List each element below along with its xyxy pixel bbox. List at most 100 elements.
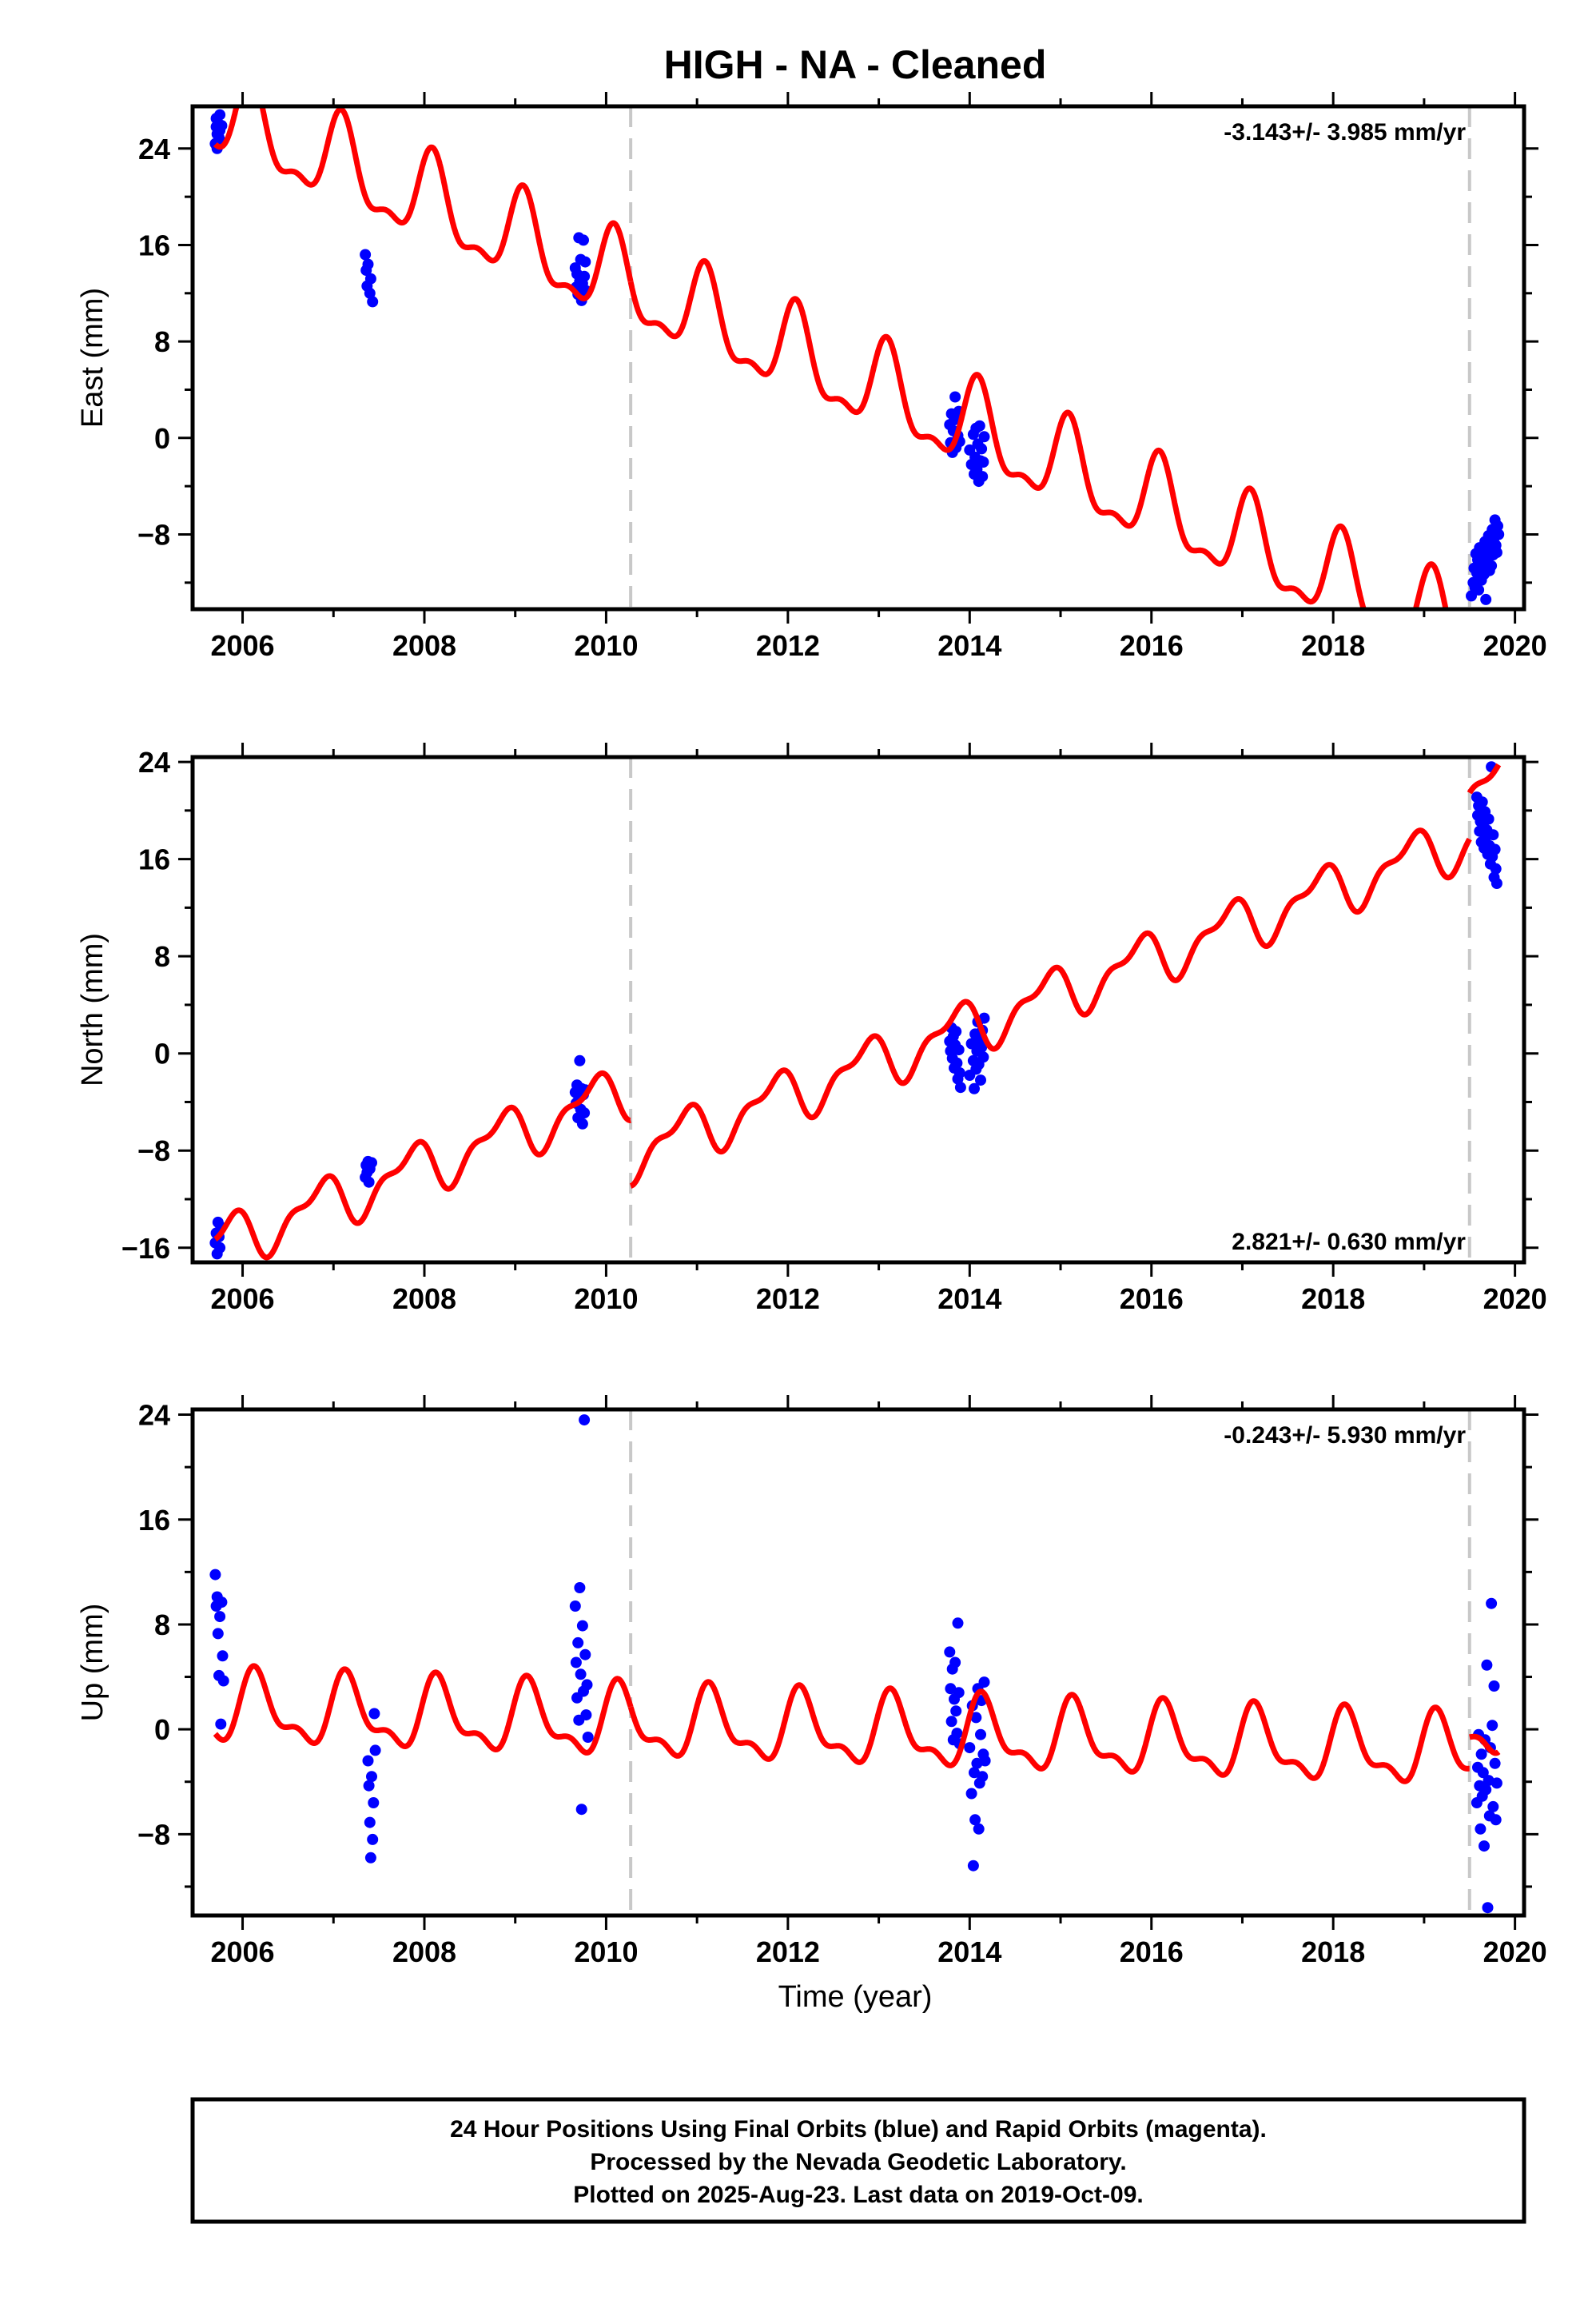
data-point (216, 1596, 228, 1608)
data-point (949, 1656, 961, 1668)
y-tick-label: −8 (137, 1134, 170, 1167)
x-tick-label: 2016 (1120, 629, 1184, 662)
data-point (214, 109, 226, 121)
data-point (1493, 528, 1505, 540)
y-tick-label: 0 (154, 422, 170, 455)
up-panel: 2006 2008 2010 2012 2014 2016 2018 2020 −8 0 8 16 24… (76, 1395, 1547, 1968)
data-point (366, 1157, 377, 1169)
data-point (1489, 1757, 1501, 1769)
x-tick-label: 2012 (756, 1282, 820, 1315)
up-model-curve (213, 1663, 1502, 1784)
y-tick-label: 16 (138, 843, 170, 876)
y-tick-label: 24 (138, 133, 170, 165)
data-point (579, 256, 591, 268)
data-point (368, 1708, 380, 1720)
x-tick-label: 2008 (392, 1935, 456, 1968)
data-point (977, 1771, 989, 1783)
y-tick-label: −16 (121, 1232, 170, 1265)
data-point (579, 1414, 591, 1426)
y-tick-label: 0 (154, 1713, 170, 1746)
y-tick-label: −8 (137, 518, 170, 551)
x-tick-label: 2016 (1120, 1282, 1184, 1315)
data-point (967, 1860, 979, 1872)
footer-line-1: 24 Hour Positions Using Final Orbits (bl… (450, 2116, 1267, 2143)
data-point (975, 1074, 986, 1086)
data-point (949, 391, 961, 403)
footer-line-3: Plotted on 2025-Aug-23. Last data on 201… (573, 2182, 1144, 2208)
data-point (364, 273, 376, 285)
data-point (1492, 520, 1503, 532)
data-point (576, 1118, 588, 1130)
data-point (215, 1718, 227, 1730)
data-point (978, 1676, 990, 1688)
data-point (579, 270, 591, 282)
north-data-points (209, 761, 1502, 1260)
east-data-points (209, 109, 1505, 605)
data-point (362, 258, 374, 270)
x-tick-label: 2010 (574, 629, 638, 662)
data-point (1475, 1823, 1487, 1835)
x-tick-label: 2018 (1301, 629, 1365, 662)
data-point (950, 1705, 962, 1717)
data-point (214, 1611, 226, 1623)
data-point (212, 1628, 224, 1640)
data-point (953, 1044, 965, 1056)
chart-title: HIGH - NA - Cleaned (664, 42, 1047, 87)
data-point (364, 287, 376, 299)
east-rate-label: -3.143+/- 3.985 mm/yr (1224, 119, 1466, 145)
footer-line-2: Processed by the Nevada Geodetic Laborat… (590, 2149, 1126, 2175)
data-point (1487, 1800, 1499, 1812)
north-rate-label: 2.821+/- 0.630 mm/yr (1232, 1229, 1466, 1255)
data-point (951, 1728, 963, 1740)
x-tick-label: 2018 (1301, 1282, 1365, 1315)
data-point (570, 1656, 582, 1668)
east-frame (190, 104, 1526, 612)
x-tick-label: 2006 (210, 1935, 274, 1968)
data-point (569, 1600, 581, 1612)
y-tick-label: 24 (138, 1399, 170, 1432)
data-point (1473, 584, 1485, 596)
x-tick-label: 2018 (1301, 1935, 1365, 1968)
east-model-curve (213, 106, 1449, 609)
north-model-curve (213, 763, 1502, 1261)
data-point (363, 1176, 375, 1188)
data-point (976, 443, 988, 455)
y-tick-label: 8 (154, 1608, 170, 1641)
up-rate-label: -0.243+/- 5.930 mm/yr (1224, 1422, 1466, 1449)
data-point (1491, 547, 1502, 559)
data-point (1490, 863, 1502, 875)
up-data-points (209, 1414, 1502, 1914)
data-point (367, 1833, 379, 1845)
up-frame (190, 1407, 1526, 1918)
data-point (976, 1042, 988, 1054)
x-tick-label: 2006 (210, 1282, 274, 1315)
data-point (951, 1057, 963, 1069)
data-point (977, 471, 989, 483)
data-point (216, 120, 228, 132)
data-point (1477, 1767, 1489, 1779)
data-point (368, 1797, 380, 1808)
data-point (579, 1648, 591, 1660)
data-point (209, 1569, 221, 1581)
data-point (973, 1823, 985, 1835)
y-tick-label: 8 (154, 325, 170, 358)
x-tick-label: 2008 (392, 629, 456, 662)
x-tick-label: 2012 (756, 629, 820, 662)
data-point (1490, 1814, 1502, 1826)
footer-frame (190, 2097, 1526, 2224)
y-tick-label: 16 (138, 229, 170, 261)
data-point (1489, 843, 1501, 855)
data-point (954, 1082, 966, 1094)
data-point (944, 1646, 956, 1658)
x-tick-label: 2020 (1483, 1282, 1547, 1315)
data-point (1487, 829, 1499, 841)
data-point (1480, 1784, 1492, 1796)
data-point (1480, 593, 1492, 605)
x-tick-label: 2010 (574, 1935, 638, 1968)
data-point (969, 1814, 981, 1826)
data-point (360, 249, 372, 261)
data-point (364, 1816, 376, 1828)
x-tick-label: 2016 (1120, 1935, 1184, 1968)
data-point (1476, 796, 1488, 808)
y-tick-label: 8 (154, 940, 170, 973)
